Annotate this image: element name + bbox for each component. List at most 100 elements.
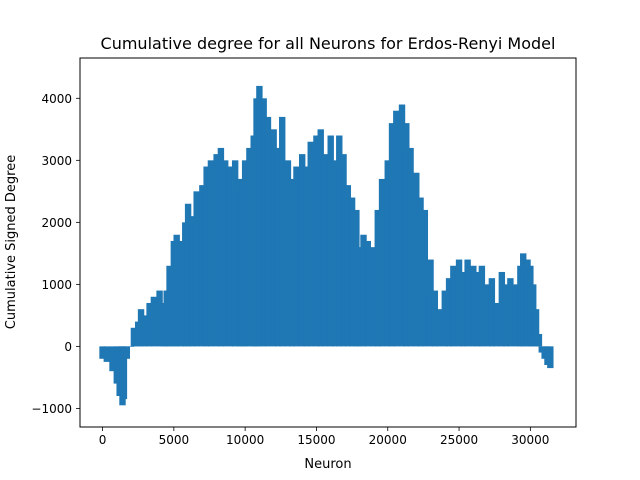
x-tick-label: 0 bbox=[99, 433, 107, 447]
bar bbox=[189, 216, 196, 347]
bar bbox=[441, 290, 448, 347]
bar bbox=[498, 271, 506, 347]
bar bbox=[146, 302, 153, 347]
bar bbox=[221, 160, 229, 347]
x-tick-label: 10000 bbox=[226, 433, 264, 447]
x-tick-label: 20000 bbox=[369, 433, 407, 447]
bar bbox=[150, 296, 158, 347]
y-tick-label: 0 bbox=[64, 340, 72, 354]
bar bbox=[293, 166, 300, 347]
bar bbox=[123, 346, 130, 359]
y-axis-label: Cumulative Signed Degree bbox=[4, 155, 19, 329]
bar bbox=[502, 284, 510, 347]
x-tick-label: 15000 bbox=[297, 433, 335, 447]
bar bbox=[173, 234, 180, 347]
y-tick-label: 2000 bbox=[41, 216, 72, 230]
bar bbox=[470, 265, 477, 347]
x-tick-label: 30000 bbox=[511, 433, 549, 447]
bar bbox=[256, 85, 263, 347]
x-axis-label: Neuron bbox=[304, 457, 351, 472]
x-axis-ticks: 0 5000 10000 15000 20000 25000 30000 bbox=[99, 427, 549, 447]
bar bbox=[109, 346, 116, 372]
bar bbox=[156, 290, 163, 347]
bar bbox=[260, 98, 267, 347]
bar bbox=[264, 116, 272, 347]
bar bbox=[130, 327, 138, 347]
bar bbox=[199, 185, 206, 347]
bar bbox=[327, 135, 334, 347]
bar bbox=[340, 154, 347, 347]
x-tick-label: 5000 bbox=[159, 433, 190, 447]
bar bbox=[398, 104, 406, 347]
bar bbox=[317, 129, 324, 347]
bar bbox=[344, 185, 352, 347]
bar bbox=[103, 346, 111, 362]
y-tick-label: 1000 bbox=[41, 278, 72, 292]
bar bbox=[289, 178, 296, 347]
bar bbox=[217, 147, 225, 347]
bar bbox=[227, 166, 235, 347]
bar bbox=[336, 135, 343, 347]
bar bbox=[512, 284, 520, 347]
bar bbox=[488, 278, 496, 347]
bar bbox=[378, 178, 386, 347]
bar bbox=[464, 259, 471, 347]
bar bbox=[520, 253, 527, 347]
y-axis-ticks: −1000 0 1000 2000 3000 4000 bbox=[31, 92, 80, 416]
y-tick-label: 4000 bbox=[41, 92, 72, 106]
bar bbox=[532, 309, 540, 347]
bar bbox=[177, 240, 185, 347]
bar bbox=[231, 160, 239, 347]
bar bbox=[455, 259, 463, 347]
bar bbox=[484, 284, 491, 347]
bar bbox=[388, 123, 396, 347]
bar-series bbox=[99, 85, 554, 406]
bar bbox=[474, 271, 481, 347]
bar bbox=[246, 147, 253, 347]
bar bbox=[507, 278, 514, 347]
bar bbox=[313, 135, 320, 347]
bar bbox=[207, 160, 215, 347]
bar bbox=[356, 247, 363, 347]
bar bbox=[407, 147, 414, 347]
bar bbox=[417, 197, 424, 347]
bar bbox=[403, 123, 410, 347]
bar bbox=[120, 346, 128, 400]
bar bbox=[321, 154, 329, 347]
bar bbox=[284, 160, 292, 347]
bar bbox=[274, 147, 282, 347]
bar bbox=[478, 265, 486, 347]
bar bbox=[364, 240, 371, 347]
y-tick-label: −1000 bbox=[31, 402, 72, 416]
bar bbox=[370, 247, 377, 347]
bar bbox=[547, 346, 554, 369]
bar bbox=[193, 191, 200, 347]
x-tick-label: 25000 bbox=[440, 433, 478, 447]
bar bbox=[435, 309, 443, 347]
bar bbox=[331, 160, 339, 347]
bar bbox=[431, 290, 439, 347]
bar bbox=[279, 116, 286, 347]
bar bbox=[427, 259, 434, 347]
bar bbox=[184, 203, 192, 347]
bar bbox=[393, 110, 400, 347]
bar bbox=[421, 209, 429, 347]
bar bbox=[535, 333, 543, 347]
bar bbox=[445, 278, 453, 347]
bar bbox=[99, 346, 106, 359]
y-tick-label: 3000 bbox=[41, 154, 72, 168]
bar bbox=[241, 160, 249, 347]
bar bbox=[213, 154, 220, 347]
bar bbox=[270, 129, 277, 347]
bar bbox=[450, 265, 457, 347]
bar bbox=[360, 234, 367, 347]
bar bbox=[203, 166, 210, 347]
plot-frame bbox=[79, 57, 577, 428]
bar bbox=[460, 271, 467, 347]
bar bbox=[303, 166, 310, 347]
chart-title: Cumulative degree for all Neurons for Er… bbox=[101, 34, 556, 53]
bar bbox=[374, 209, 381, 347]
bar bbox=[166, 265, 173, 347]
bar bbox=[137, 309, 145, 347]
